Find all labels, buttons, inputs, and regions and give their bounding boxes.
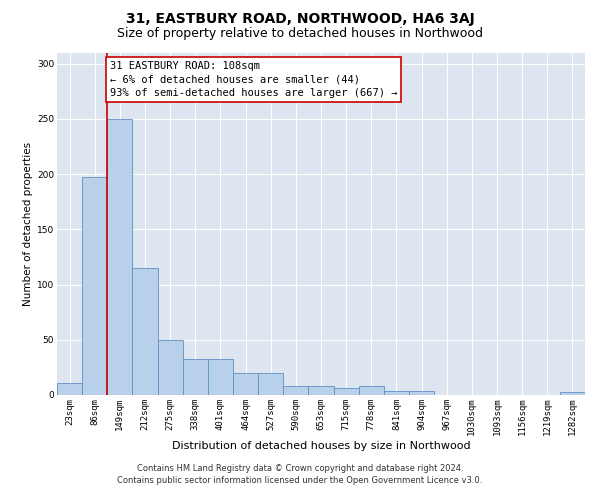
- Bar: [233, 373, 258, 395]
- Bar: [133, 268, 158, 395]
- Bar: [334, 388, 359, 395]
- Bar: [107, 119, 133, 395]
- Y-axis label: Number of detached properties: Number of detached properties: [23, 142, 33, 306]
- Bar: [158, 340, 183, 395]
- Bar: [283, 386, 308, 395]
- Bar: [409, 390, 434, 395]
- Text: Size of property relative to detached houses in Northwood: Size of property relative to detached ho…: [117, 28, 483, 40]
- Bar: [183, 358, 208, 395]
- Text: Contains public sector information licensed under the Open Government Licence v3: Contains public sector information licen…: [118, 476, 482, 485]
- Bar: [560, 392, 585, 395]
- Bar: [359, 386, 384, 395]
- Text: 31, EASTBURY ROAD, NORTHWOOD, HA6 3AJ: 31, EASTBURY ROAD, NORTHWOOD, HA6 3AJ: [125, 12, 475, 26]
- Text: 31 EASTBURY ROAD: 108sqm
← 6% of detached houses are smaller (44)
93% of semi-de: 31 EASTBURY ROAD: 108sqm ← 6% of detache…: [110, 62, 397, 98]
- Bar: [208, 358, 233, 395]
- Bar: [384, 390, 409, 395]
- Bar: [57, 383, 82, 395]
- X-axis label: Distribution of detached houses by size in Northwood: Distribution of detached houses by size …: [172, 441, 470, 451]
- Bar: [308, 386, 334, 395]
- Bar: [258, 373, 283, 395]
- Bar: [82, 178, 107, 395]
- Text: Contains HM Land Registry data © Crown copyright and database right 2024.: Contains HM Land Registry data © Crown c…: [137, 464, 463, 473]
